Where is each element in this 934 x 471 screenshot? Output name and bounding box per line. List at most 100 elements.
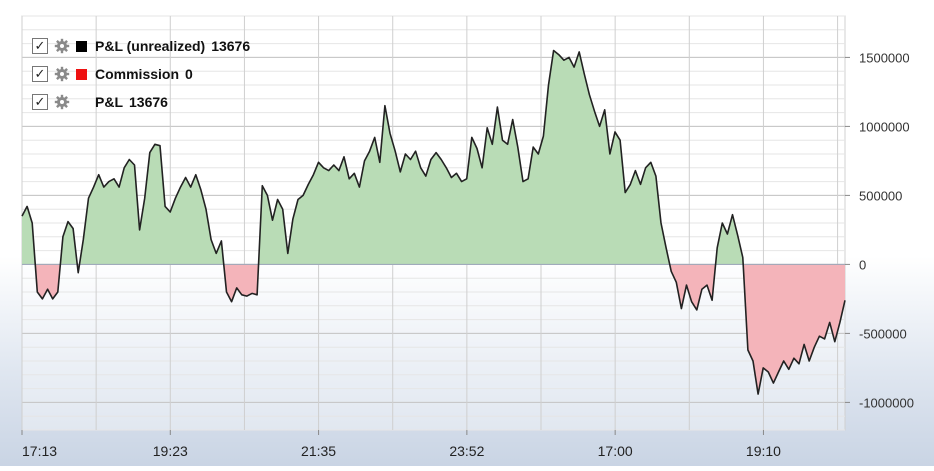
gear-icon[interactable] (54, 38, 70, 54)
data-point (236, 287, 237, 288)
x-tick-label: 17:00 (598, 443, 633, 459)
gear-icon[interactable] (54, 94, 70, 110)
data-point (27, 206, 28, 207)
data-point (732, 214, 733, 215)
checkbox-icon[interactable]: ✓ (32, 94, 48, 110)
data-point (783, 361, 784, 362)
data-point (318, 162, 319, 163)
data-point (563, 60, 564, 61)
data-point (103, 187, 104, 188)
data-point (282, 209, 283, 210)
data-point (88, 198, 89, 199)
legend-item-commission: ✓ Commission 0 (32, 60, 250, 88)
data-point (180, 187, 181, 188)
data-point (277, 199, 278, 200)
data-point (655, 176, 656, 177)
data-point (129, 159, 130, 160)
data-point (83, 239, 84, 240)
data-point (175, 198, 176, 199)
data-point (834, 341, 835, 342)
x-tick-label: 23:52 (449, 443, 484, 459)
data-point (512, 119, 513, 120)
data-point (165, 206, 166, 207)
data-point (701, 289, 702, 290)
data-point (686, 285, 687, 286)
y-tick-label: -1000000 (859, 395, 914, 410)
data-point (287, 253, 288, 254)
data-point (216, 253, 217, 254)
data-point (313, 174, 314, 175)
data-point (650, 162, 651, 163)
data-point (185, 177, 186, 178)
data-point (620, 140, 621, 141)
data-point (717, 247, 718, 248)
data-point (645, 167, 646, 168)
data-point (333, 165, 334, 166)
data-point (548, 85, 549, 86)
data-point (466, 178, 467, 179)
data-point (78, 272, 79, 273)
y-tick-label: 1000000 (859, 119, 910, 134)
data-point (308, 184, 309, 185)
data-point (742, 257, 743, 258)
data-point (200, 189, 201, 190)
data-point (195, 174, 196, 175)
data-point (420, 167, 421, 168)
data-point (553, 50, 554, 51)
data-point (379, 162, 380, 163)
y-tick-label: 500000 (859, 188, 902, 203)
data-point (338, 170, 339, 171)
data-point (384, 105, 385, 106)
data-point (492, 144, 493, 145)
data-point (809, 361, 810, 362)
legend: ✓ P&L (unrealized) 13676 ✓ Commission 0 … (32, 32, 250, 116)
data-point (819, 336, 820, 337)
data-point (630, 184, 631, 185)
data-point (436, 152, 437, 153)
data-point (533, 147, 534, 148)
data-point (676, 282, 677, 283)
checkbox-icon[interactable]: ✓ (32, 38, 48, 54)
data-point (139, 229, 140, 230)
data-point (344, 156, 345, 157)
data-point (477, 148, 478, 149)
area-positive (22, 50, 845, 265)
data-point (206, 209, 207, 210)
checkbox-icon[interactable]: ✓ (32, 66, 48, 82)
data-point (32, 223, 33, 224)
data-point (615, 131, 616, 132)
data-point (599, 126, 600, 127)
series-color-swatch (76, 97, 87, 108)
data-point (763, 367, 764, 368)
x-tick-label: 21:35 (301, 443, 336, 459)
data-point (298, 199, 299, 200)
data-point (328, 170, 329, 171)
data-point (635, 170, 636, 171)
series-color-swatch (76, 40, 87, 52)
legend-label: Commission (95, 66, 180, 82)
data-point (134, 165, 135, 166)
data-point (691, 301, 692, 302)
data-point (400, 171, 401, 172)
data-point (625, 192, 626, 193)
data-point (671, 271, 672, 272)
data-point (558, 54, 559, 55)
data-point (246, 296, 247, 297)
data-point (369, 151, 370, 152)
data-point (359, 187, 360, 188)
gear-icon[interactable] (54, 66, 70, 82)
data-point (661, 223, 662, 224)
data-point (119, 187, 120, 188)
data-point (487, 127, 488, 128)
data-point (149, 152, 150, 153)
data-point (574, 67, 575, 68)
data-point (461, 181, 462, 182)
data-point (430, 159, 431, 160)
y-tick-label: -500000 (859, 326, 907, 341)
data-point (517, 147, 518, 148)
data-point (190, 187, 191, 188)
data-point (93, 187, 94, 188)
data-point (98, 174, 99, 175)
legend-value: 13676 (211, 38, 251, 54)
